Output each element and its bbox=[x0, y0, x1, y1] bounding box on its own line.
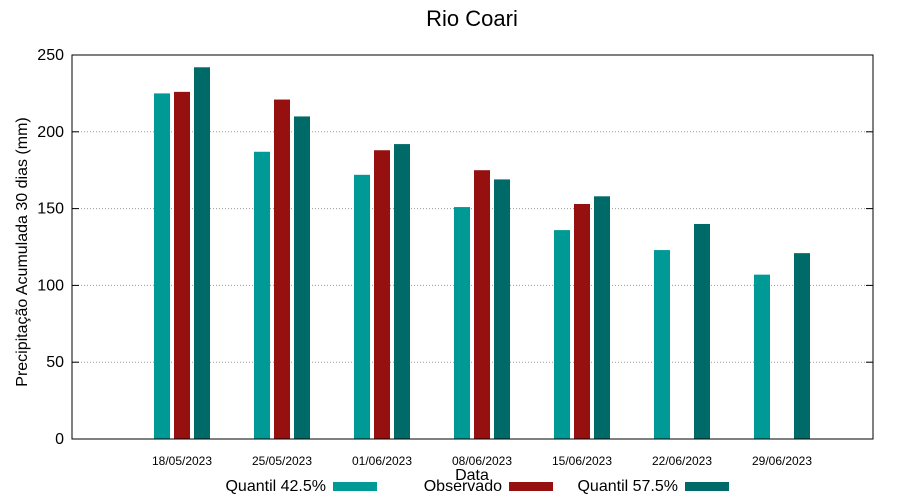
x-axis: 18/05/2023 25/05/2023 01/06/2023 08/06/2023… bbox=[152, 454, 812, 468]
bar-quantil-42-5--6 bbox=[754, 274, 770, 439]
bar-observado-4 bbox=[574, 203, 590, 439]
grid bbox=[72, 131, 873, 363]
bar-quantil-42-5--5 bbox=[654, 250, 670, 439]
chart-title: Rio Coari bbox=[426, 6, 518, 31]
y-tick-label: 250 bbox=[37, 47, 64, 64]
bar-quantil-42-5--3 bbox=[454, 207, 470, 439]
bar-quantil-57-5--2 bbox=[394, 144, 410, 439]
legend-item: Quantil 42.5% bbox=[225, 478, 377, 495]
y-tick-label: 150 bbox=[37, 201, 64, 218]
legend-label: Quantil 57.5% bbox=[577, 478, 678, 495]
x-tick-label: 15/06/2023 bbox=[552, 454, 612, 468]
legend-item: Quantil 57.5% bbox=[577, 478, 729, 495]
bar-observado-2 bbox=[374, 150, 390, 439]
y-tick-label: 0 bbox=[55, 431, 64, 448]
bar-quantil-57-5--3 bbox=[494, 179, 510, 439]
bar-quantil-42-5--2 bbox=[354, 174, 370, 440]
x-tick-label: 22/06/2023 bbox=[652, 454, 712, 468]
y-tick-label: 50 bbox=[46, 354, 64, 371]
bar-quantil-42-5--1 bbox=[254, 151, 270, 439]
x-tick-label: 25/05/2023 bbox=[252, 454, 312, 468]
x-axis-label: Data bbox=[455, 467, 489, 484]
bar-quantil-42-5--4 bbox=[554, 230, 570, 439]
bar-quantil-57-5--6 bbox=[794, 253, 810, 439]
bar-quantil-57-5--5 bbox=[694, 223, 710, 439]
bar-observado-3 bbox=[474, 170, 490, 439]
x-tick-label: 08/06/2023 bbox=[452, 454, 512, 468]
y-tick-label: 200 bbox=[37, 124, 64, 141]
bar-observado-1 bbox=[274, 99, 290, 439]
bar-quantil-57-5--1 bbox=[294, 116, 310, 439]
bar-observado-0 bbox=[174, 91, 190, 439]
legend-label: Quantil 42.5% bbox=[225, 478, 326, 495]
legend-swatch bbox=[685, 482, 729, 491]
legend-swatch bbox=[333, 482, 377, 491]
bar-quantil-57-5--4 bbox=[594, 196, 610, 439]
x-tick-label: 01/06/2023 bbox=[352, 454, 412, 468]
y-axis-label: Precipitação Acumulada 30 dias (mm) bbox=[14, 117, 31, 386]
legend-label: Observado bbox=[424, 478, 502, 495]
legend-swatch bbox=[509, 482, 553, 491]
y-tick-label: 100 bbox=[37, 277, 64, 294]
bars bbox=[154, 67, 810, 440]
y-axis: 0 50 100 150 200 250 bbox=[37, 47, 873, 448]
bar-quantil-42-5--0 bbox=[154, 93, 170, 440]
x-tick-label: 18/05/2023 bbox=[152, 454, 212, 468]
legend-item: Observado bbox=[424, 478, 553, 495]
legend: Quantil 42.5% Observado Quantil 57.5% bbox=[225, 478, 729, 495]
bar-quantil-57-5--0 bbox=[194, 67, 210, 440]
plot-frame bbox=[71, 54, 874, 440]
x-tick-label: 29/06/2023 bbox=[752, 454, 812, 468]
